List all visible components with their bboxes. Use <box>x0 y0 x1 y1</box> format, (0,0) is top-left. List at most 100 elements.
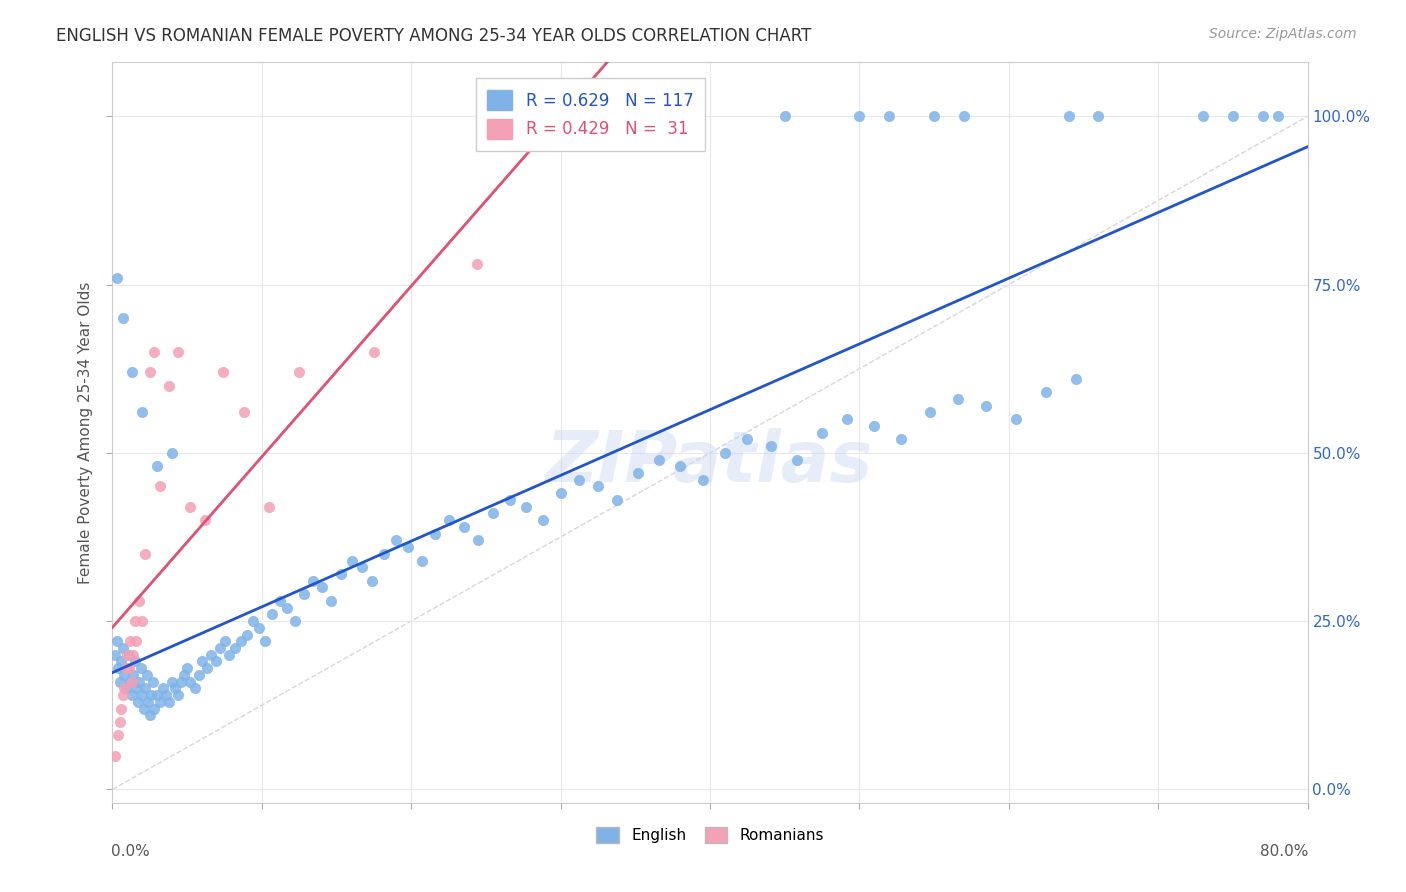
Point <box>259 500 281 514</box>
Point <box>114 668 135 682</box>
Point <box>425 526 447 541</box>
Point <box>515 500 537 514</box>
Point <box>131 405 153 419</box>
Point <box>284 614 307 628</box>
Point <box>132 701 155 715</box>
Point <box>162 446 183 460</box>
Point <box>117 648 139 662</box>
Point <box>879 109 901 123</box>
Point <box>363 344 385 359</box>
Point <box>117 661 139 675</box>
Point <box>118 648 141 662</box>
Point <box>361 574 384 588</box>
Point <box>122 668 145 682</box>
Point <box>135 668 157 682</box>
Point <box>437 513 460 527</box>
Point <box>134 681 156 696</box>
Point <box>229 634 252 648</box>
Point <box>194 513 217 527</box>
Point <box>233 405 256 419</box>
Legend: English, Romanians: English, Romanians <box>588 820 832 851</box>
Point <box>811 425 834 440</box>
Point <box>922 109 945 123</box>
Point <box>247 621 270 635</box>
Point <box>105 270 128 285</box>
Text: 80.0%: 80.0% <box>1260 844 1309 858</box>
Point <box>204 655 226 669</box>
Point <box>115 681 138 696</box>
Point <box>125 681 148 696</box>
Point <box>115 661 138 675</box>
Point <box>128 674 150 689</box>
Point <box>104 648 127 662</box>
Point <box>330 566 353 581</box>
Point <box>262 607 284 622</box>
Point <box>167 344 190 359</box>
Point <box>143 344 166 359</box>
Point <box>111 311 134 326</box>
Point <box>105 634 128 648</box>
Point <box>311 581 333 595</box>
Point <box>976 399 998 413</box>
Point <box>531 513 554 527</box>
Point <box>188 668 211 682</box>
Point <box>108 714 131 729</box>
Point <box>627 466 650 480</box>
Point <box>465 257 488 271</box>
Point <box>786 452 808 467</box>
Point <box>122 648 145 662</box>
Point <box>209 640 232 655</box>
Point <box>1222 109 1244 123</box>
Point <box>946 392 969 406</box>
Point <box>131 614 153 628</box>
Point <box>373 547 395 561</box>
Point <box>120 674 142 689</box>
Point <box>269 594 291 608</box>
Point <box>131 688 153 702</box>
Text: 0.0%: 0.0% <box>111 844 150 858</box>
Point <box>350 560 373 574</box>
Point <box>129 661 152 675</box>
Point <box>195 661 218 675</box>
Point <box>648 452 671 467</box>
Point <box>586 479 609 493</box>
Point <box>165 681 187 696</box>
Point <box>110 701 132 715</box>
Point <box>863 418 886 433</box>
Point <box>141 688 163 702</box>
Point <box>292 587 315 601</box>
Point <box>714 446 737 460</box>
Point <box>453 520 475 534</box>
Point <box>114 681 135 696</box>
Point <box>149 479 172 493</box>
Point <box>108 674 131 689</box>
Point <box>157 378 180 392</box>
Point <box>242 614 264 628</box>
Point <box>139 365 162 379</box>
Point <box>121 688 143 702</box>
Point <box>499 492 522 507</box>
Point <box>773 109 796 123</box>
Point <box>568 473 591 487</box>
Point <box>396 540 419 554</box>
Point <box>953 109 976 123</box>
Point <box>340 553 363 567</box>
Point <box>142 674 165 689</box>
Point <box>107 729 129 743</box>
Point <box>737 433 759 447</box>
Point <box>288 365 311 379</box>
Point <box>120 634 142 648</box>
Point <box>761 439 783 453</box>
Point <box>411 553 433 567</box>
Point <box>146 459 169 474</box>
Point <box>155 688 177 702</box>
Point <box>236 627 259 641</box>
Point <box>605 109 627 123</box>
Point <box>167 688 190 702</box>
Y-axis label: Female Poverty Among 25-34 Year Olds: Female Poverty Among 25-34 Year Olds <box>79 282 93 583</box>
Point <box>467 533 489 548</box>
Point <box>128 594 150 608</box>
Point <box>134 547 156 561</box>
Point <box>253 634 276 648</box>
Point <box>162 674 183 689</box>
